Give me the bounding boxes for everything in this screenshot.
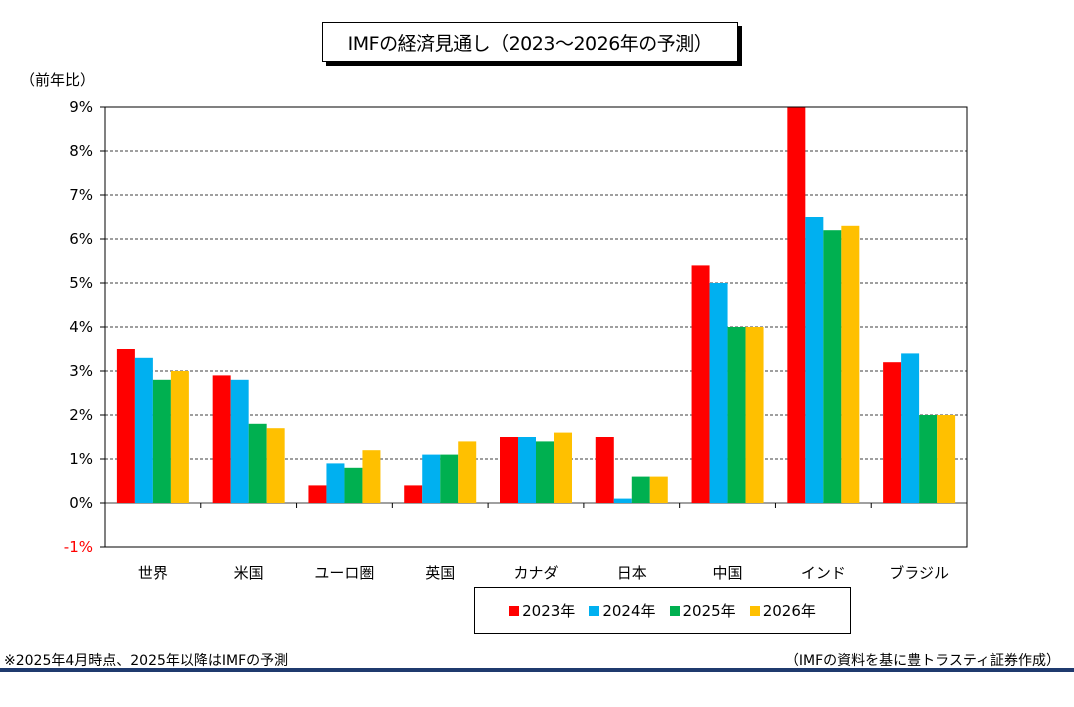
legend-item: 2024年 <box>589 600 656 621</box>
x-category-label: インド <box>801 564 846 582</box>
bar <box>595 437 614 503</box>
bar <box>727 327 746 503</box>
bar <box>212 375 231 503</box>
bar <box>440 454 459 503</box>
legend-swatch-2026 <box>749 605 760 616</box>
x-category-label: 米国 <box>234 564 264 582</box>
bar <box>901 353 920 503</box>
bar <box>422 454 441 503</box>
bar <box>500 437 518 503</box>
bar <box>919 415 938 503</box>
footnote-source-note: ※2025年4月時点、2025年以降はIMFの予測 <box>4 653 289 669</box>
bar <box>536 441 554 503</box>
y-tick-label: 8% <box>69 142 93 160</box>
bottom-divider <box>0 668 1074 672</box>
x-category-label: ユーロ圏 <box>314 564 374 582</box>
chart-plot: -1% 0% 1% 2% 3% 4% 5% 6% 7% 8% 9% 世界 米国 ユーロ圏 英国 カナダ 日本 中国… <box>64 98 968 582</box>
bar <box>631 476 650 503</box>
chart-legend: 2023年 2024年 2025年 2026年 <box>474 587 851 634</box>
bar <box>344 467 363 503</box>
legend-label-2026: 2026年 <box>762 602 816 620</box>
bar <box>230 379 249 503</box>
bar <box>248 423 267 503</box>
bar <box>805 217 824 503</box>
y-tick-label: 2% <box>69 406 93 424</box>
footnote-credit: （IMFの資料を基に豊トラスティ証券作成） <box>784 653 1060 669</box>
x-category-label: 日本 <box>617 564 647 582</box>
y-tick-label: -1% <box>64 538 93 556</box>
bar <box>152 379 171 503</box>
y-tick-label: 6% <box>69 230 93 248</box>
legend-swatch-2023 <box>509 605 520 616</box>
bar <box>116 349 135 503</box>
y-tick-label: 0% <box>69 494 93 512</box>
bar <box>649 476 668 503</box>
x-category-label: 世界 <box>138 564 168 582</box>
y-tick-label: 1% <box>69 450 93 468</box>
bar <box>841 225 860 504</box>
y-tick-label: 3% <box>69 362 93 380</box>
bar <box>709 283 728 503</box>
bar <box>362 450 381 503</box>
chart-title: IMFの経済見通し（2023〜2026年の予測） <box>322 22 738 62</box>
y-tick-label: 7% <box>69 186 93 204</box>
bar <box>883 362 902 503</box>
y-tick-label: 4% <box>69 318 93 336</box>
bar <box>404 485 423 503</box>
legend-item: 2026年 <box>749 600 816 621</box>
legend-item: 2025年 <box>669 600 736 621</box>
y-axis-unit-label: （前年比） <box>20 71 96 89</box>
bar <box>745 327 764 503</box>
bar <box>691 265 710 503</box>
legend-label-2023: 2023年 <box>522 602 576 620</box>
y-tick-label: 5% <box>69 274 93 292</box>
bar <box>266 428 285 503</box>
legend-label-2024: 2024年 <box>602 602 656 620</box>
bar <box>937 415 956 503</box>
bar <box>326 463 345 503</box>
x-category-label: ブラジル <box>889 564 949 582</box>
bar <box>787 107 806 503</box>
bar <box>134 357 153 503</box>
plot-frame <box>104 106 968 548</box>
legend-swatch-2025 <box>669 605 680 616</box>
bar <box>170 371 189 503</box>
legend-item: 2023年 <box>509 600 575 621</box>
bar <box>613 498 632 503</box>
bar <box>823 230 842 503</box>
bar <box>554 432 572 503</box>
bar <box>308 485 327 503</box>
x-category-label: 中国 <box>713 564 743 582</box>
y-tick-label: 9% <box>69 98 93 116</box>
bar <box>518 437 536 503</box>
legend-label-2025: 2025年 <box>682 602 736 620</box>
legend-swatch-2024 <box>589 605 600 616</box>
bar <box>458 441 477 503</box>
x-category-label: 英国 <box>425 564 455 582</box>
x-category-label: カナダ <box>513 564 558 582</box>
